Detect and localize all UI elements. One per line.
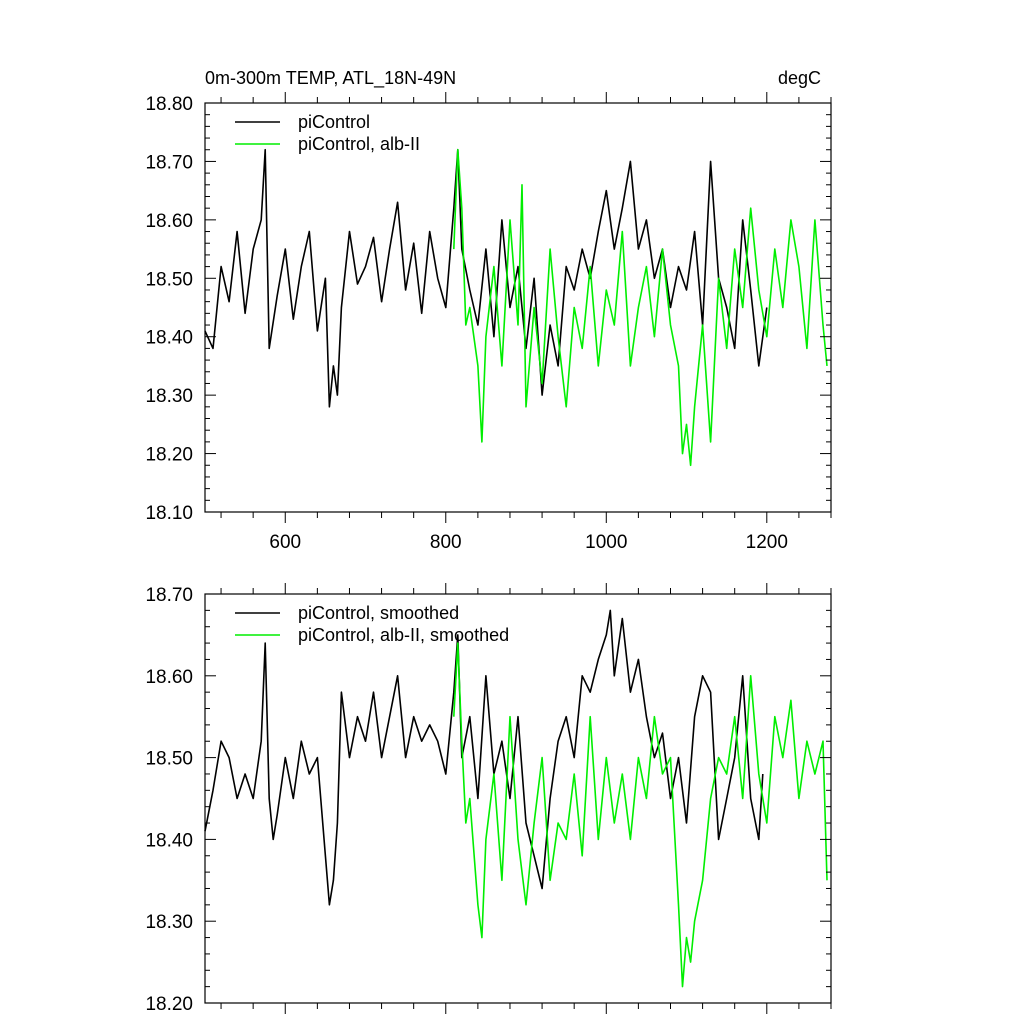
legend-label-1: piControl, alb-II, smoothed xyxy=(298,625,509,645)
y-tick-label: 18.40 xyxy=(145,328,193,349)
series-line-1 xyxy=(453,642,828,988)
y-tick-label: 18.80 xyxy=(145,94,193,115)
y-tick-label: 18.20 xyxy=(145,445,193,466)
plot-frame xyxy=(204,593,832,1004)
y-tick-label: 18.70 xyxy=(145,152,193,173)
x-tick-label: 600 xyxy=(269,532,301,553)
y-tick-label: 18.70 xyxy=(145,585,193,606)
x-tick-label: 1200 xyxy=(746,532,788,553)
top-panel: 18.10 18.20 18.30 18.40 18.50 18.60 18.70 18.80… xyxy=(145,68,832,553)
plot-frame xyxy=(204,102,832,513)
chart-title: 0m-300m TEMP, ATL_18N-49N xyxy=(205,68,456,89)
y-tick-label: 18.40 xyxy=(145,830,193,851)
legend-label-0: piControl xyxy=(298,112,370,132)
x-tick-label: 800 xyxy=(430,532,462,553)
y-tick-label: 18.30 xyxy=(145,912,193,933)
y-tick-label: 18.30 xyxy=(145,386,193,407)
units-label: degC xyxy=(778,68,821,88)
series-line-0 xyxy=(204,609,764,906)
bottom-panel: 18.20 18.30 18.40 18.50 18.60 18.70 piControl,… xyxy=(145,583,832,1015)
y-tick-label: 18.20 xyxy=(145,994,193,1015)
y-tick-label: 18.60 xyxy=(145,211,193,232)
legend-label-1: piControl, alb-II xyxy=(298,134,420,154)
y-tick-label: 18.60 xyxy=(145,667,193,688)
y-tick-label: 18.10 xyxy=(145,503,193,524)
series-line-0 xyxy=(204,148,768,408)
legend-label-0: piControl, smoothed xyxy=(298,603,459,623)
x-tick-label: 1000 xyxy=(585,532,627,553)
y-tick-label: 18.50 xyxy=(145,749,193,770)
series-line-1 xyxy=(453,148,828,467)
y-tick-label: 18.50 xyxy=(145,269,193,290)
